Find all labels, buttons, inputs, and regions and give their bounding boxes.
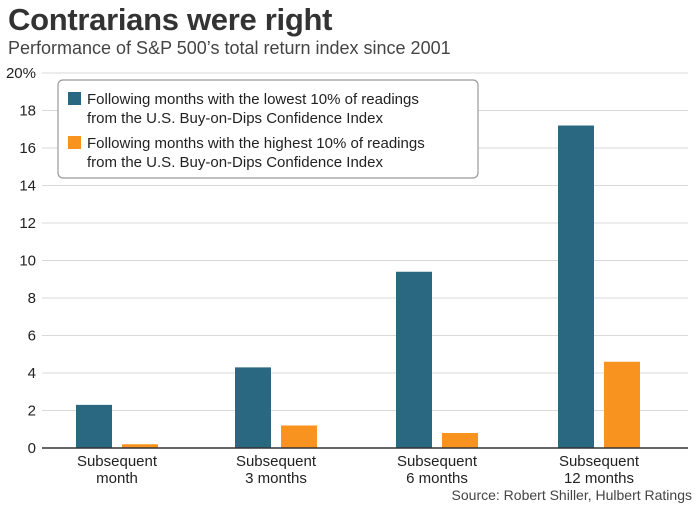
legend: Following months with the lowest 10% of … bbox=[57, 79, 479, 179]
y-tick-label: 8 bbox=[28, 290, 36, 307]
y-tick-label: 6 bbox=[28, 328, 36, 345]
y-tick-label: 10 bbox=[19, 253, 36, 270]
legend-swatch bbox=[68, 136, 81, 149]
category-label: Subsequent 12 months bbox=[559, 453, 640, 487]
y-tick-label: 0 bbox=[28, 440, 36, 457]
category-label: Subsequent month bbox=[77, 453, 158, 487]
legend-entry: Following months with the lowest 10% of … bbox=[87, 91, 419, 127]
bar-lowest-2 bbox=[235, 367, 271, 448]
bar-highest-1 bbox=[122, 444, 158, 448]
bar-lowest-3 bbox=[396, 271, 432, 448]
chart-title: Contrarians were right bbox=[8, 2, 333, 37]
y-tick-label: 18 bbox=[19, 103, 36, 120]
y-tick-label: 14 bbox=[19, 178, 36, 195]
source-note: Source: Robert Shiller, Hulbert Ratings bbox=[451, 487, 692, 503]
bar-highest-2 bbox=[281, 425, 317, 448]
legend-swatch bbox=[68, 92, 81, 105]
category-label: Subsequent 6 months bbox=[397, 453, 478, 487]
category-label: Subsequent 3 months bbox=[236, 453, 317, 487]
y-tick-label: 20% bbox=[6, 65, 36, 82]
bar-highest-4 bbox=[604, 361, 640, 448]
legend-box bbox=[57, 79, 479, 179]
legend-entry: Following months with the highest 10% of… bbox=[87, 135, 425, 171]
chart-subtitle: Performance of S&P 500’s total return in… bbox=[8, 38, 451, 58]
y-tick-label: 12 bbox=[19, 215, 36, 232]
y-tick-label: 4 bbox=[28, 365, 36, 382]
y-axis-ticks: 0 2 4 6 8 10 12 14 16 18 20% bbox=[6, 65, 36, 457]
bar-lowest-1 bbox=[76, 404, 112, 448]
bars bbox=[76, 125, 640, 448]
bar-highest-3 bbox=[442, 433, 478, 448]
category-labels: Subsequent month Subsequent 3 months Subsequ… bbox=[77, 453, 640, 487]
y-tick-label: 16 bbox=[19, 140, 36, 157]
y-tick-label: 2 bbox=[28, 403, 36, 420]
bar-lowest-4 bbox=[558, 125, 594, 448]
